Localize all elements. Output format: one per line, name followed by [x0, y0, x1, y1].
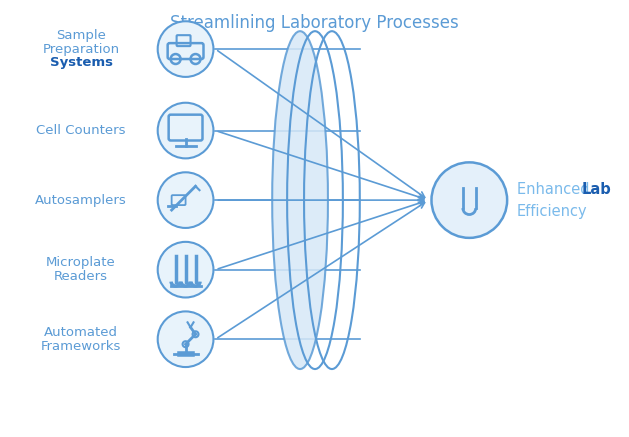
- Circle shape: [158, 312, 213, 367]
- Text: Efficiency: Efficiency: [517, 204, 587, 218]
- Text: Preparation: Preparation: [43, 42, 120, 55]
- Circle shape: [158, 103, 213, 158]
- Circle shape: [158, 172, 213, 228]
- Text: Cell Counters: Cell Counters: [36, 124, 126, 137]
- Text: Lab: Lab: [582, 182, 611, 197]
- Text: Microplate: Microplate: [46, 256, 116, 269]
- Text: Sample: Sample: [56, 29, 106, 42]
- Circle shape: [158, 242, 213, 298]
- Text: Frameworks: Frameworks: [41, 340, 121, 353]
- Ellipse shape: [272, 31, 328, 369]
- Text: Readers: Readers: [54, 270, 108, 283]
- Text: Enhanced: Enhanced: [517, 182, 594, 197]
- Circle shape: [158, 21, 213, 77]
- Text: Automated: Automated: [44, 326, 118, 339]
- Text: Systems: Systems: [50, 56, 113, 69]
- Circle shape: [431, 163, 507, 238]
- Text: Autosamplers: Autosamplers: [35, 194, 127, 207]
- Text: Streamlining Laboratory Processes: Streamlining Laboratory Processes: [170, 14, 459, 32]
